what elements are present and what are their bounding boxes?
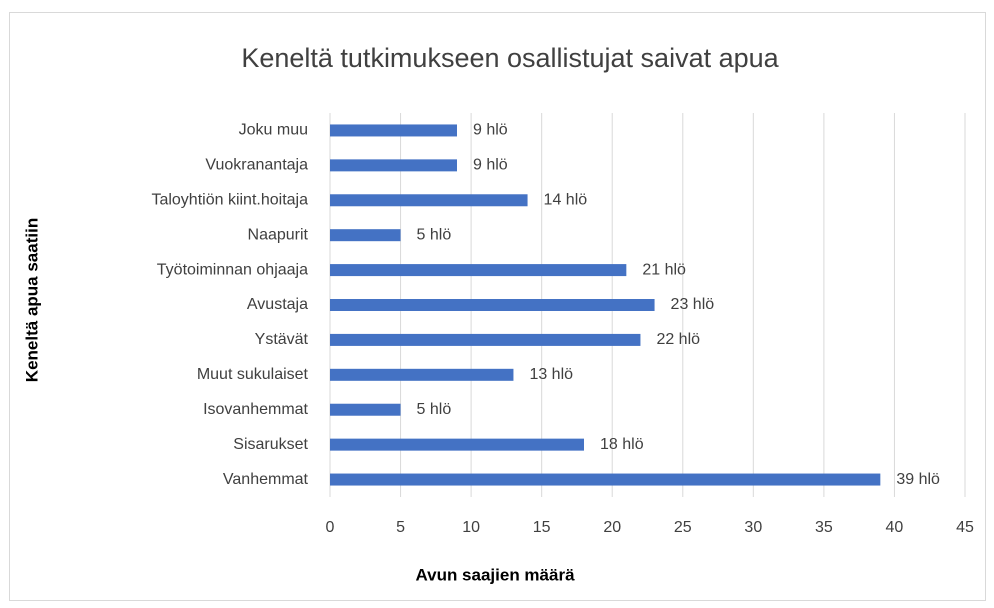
y-tick-label: Taloyhtiön kiint.hoitaja [151,191,308,208]
x-tick-label: 10 [462,519,480,536]
bar [330,159,457,172]
data-label: 23 hlö [671,296,715,313]
bar [330,403,401,416]
bar [330,368,514,381]
y-tick-label: Vanhemmat [223,471,309,488]
y-axis-title: Keneltä apua saatiin [22,218,41,382]
y-tick-label: Isovanhemmat [203,401,308,418]
bar [330,333,641,346]
data-label: 13 hlö [529,366,573,383]
x-tick-label: 30 [744,519,762,536]
data-label: 22 hlö [656,331,700,348]
data-label: 39 hlö [896,471,940,488]
data-label: 9 hlö [473,122,508,139]
y-tick-label: Avustaja [247,296,308,313]
bar [330,264,627,277]
x-tick-label: 15 [533,519,551,536]
x-tick-label: 25 [674,519,692,536]
bar [330,124,457,137]
chart-title: Keneltä tutkimukseen osallistujat saivat… [241,43,779,73]
y-tick-label: Naapurit [248,226,309,243]
data-label: 5 hlö [417,401,452,418]
y-tick-label: Muut sukulaiset [197,366,309,383]
data-label: 18 hlö [600,436,644,453]
x-tick-label: 45 [956,519,974,536]
x-tick-label: 20 [603,519,621,536]
bar [330,229,401,242]
x-tick-label: 0 [326,519,335,536]
bar [330,194,528,207]
data-label: 9 hlö [473,157,508,174]
data-label: 21 hlö [642,261,686,278]
bar [330,299,655,311]
bar [330,438,584,451]
y-tick-label: Työtoiminnan ohjaaja [157,261,308,278]
y-tick-label: Vuokranantaja [205,157,308,174]
data-label: 5 hlö [417,226,452,243]
x-tick-label: 5 [396,519,405,536]
x-axis-title: Avun saajien määrä [415,565,575,584]
x-tick-label: 40 [886,519,904,536]
data-label: 14 hlö [544,191,588,208]
x-tick-label: 35 [815,519,833,536]
y-tick-label: Joku muu [239,122,308,139]
y-tick-label: Sisarukset [233,436,308,453]
bar [330,473,881,486]
y-tick-label: Ystävät [255,331,309,348]
